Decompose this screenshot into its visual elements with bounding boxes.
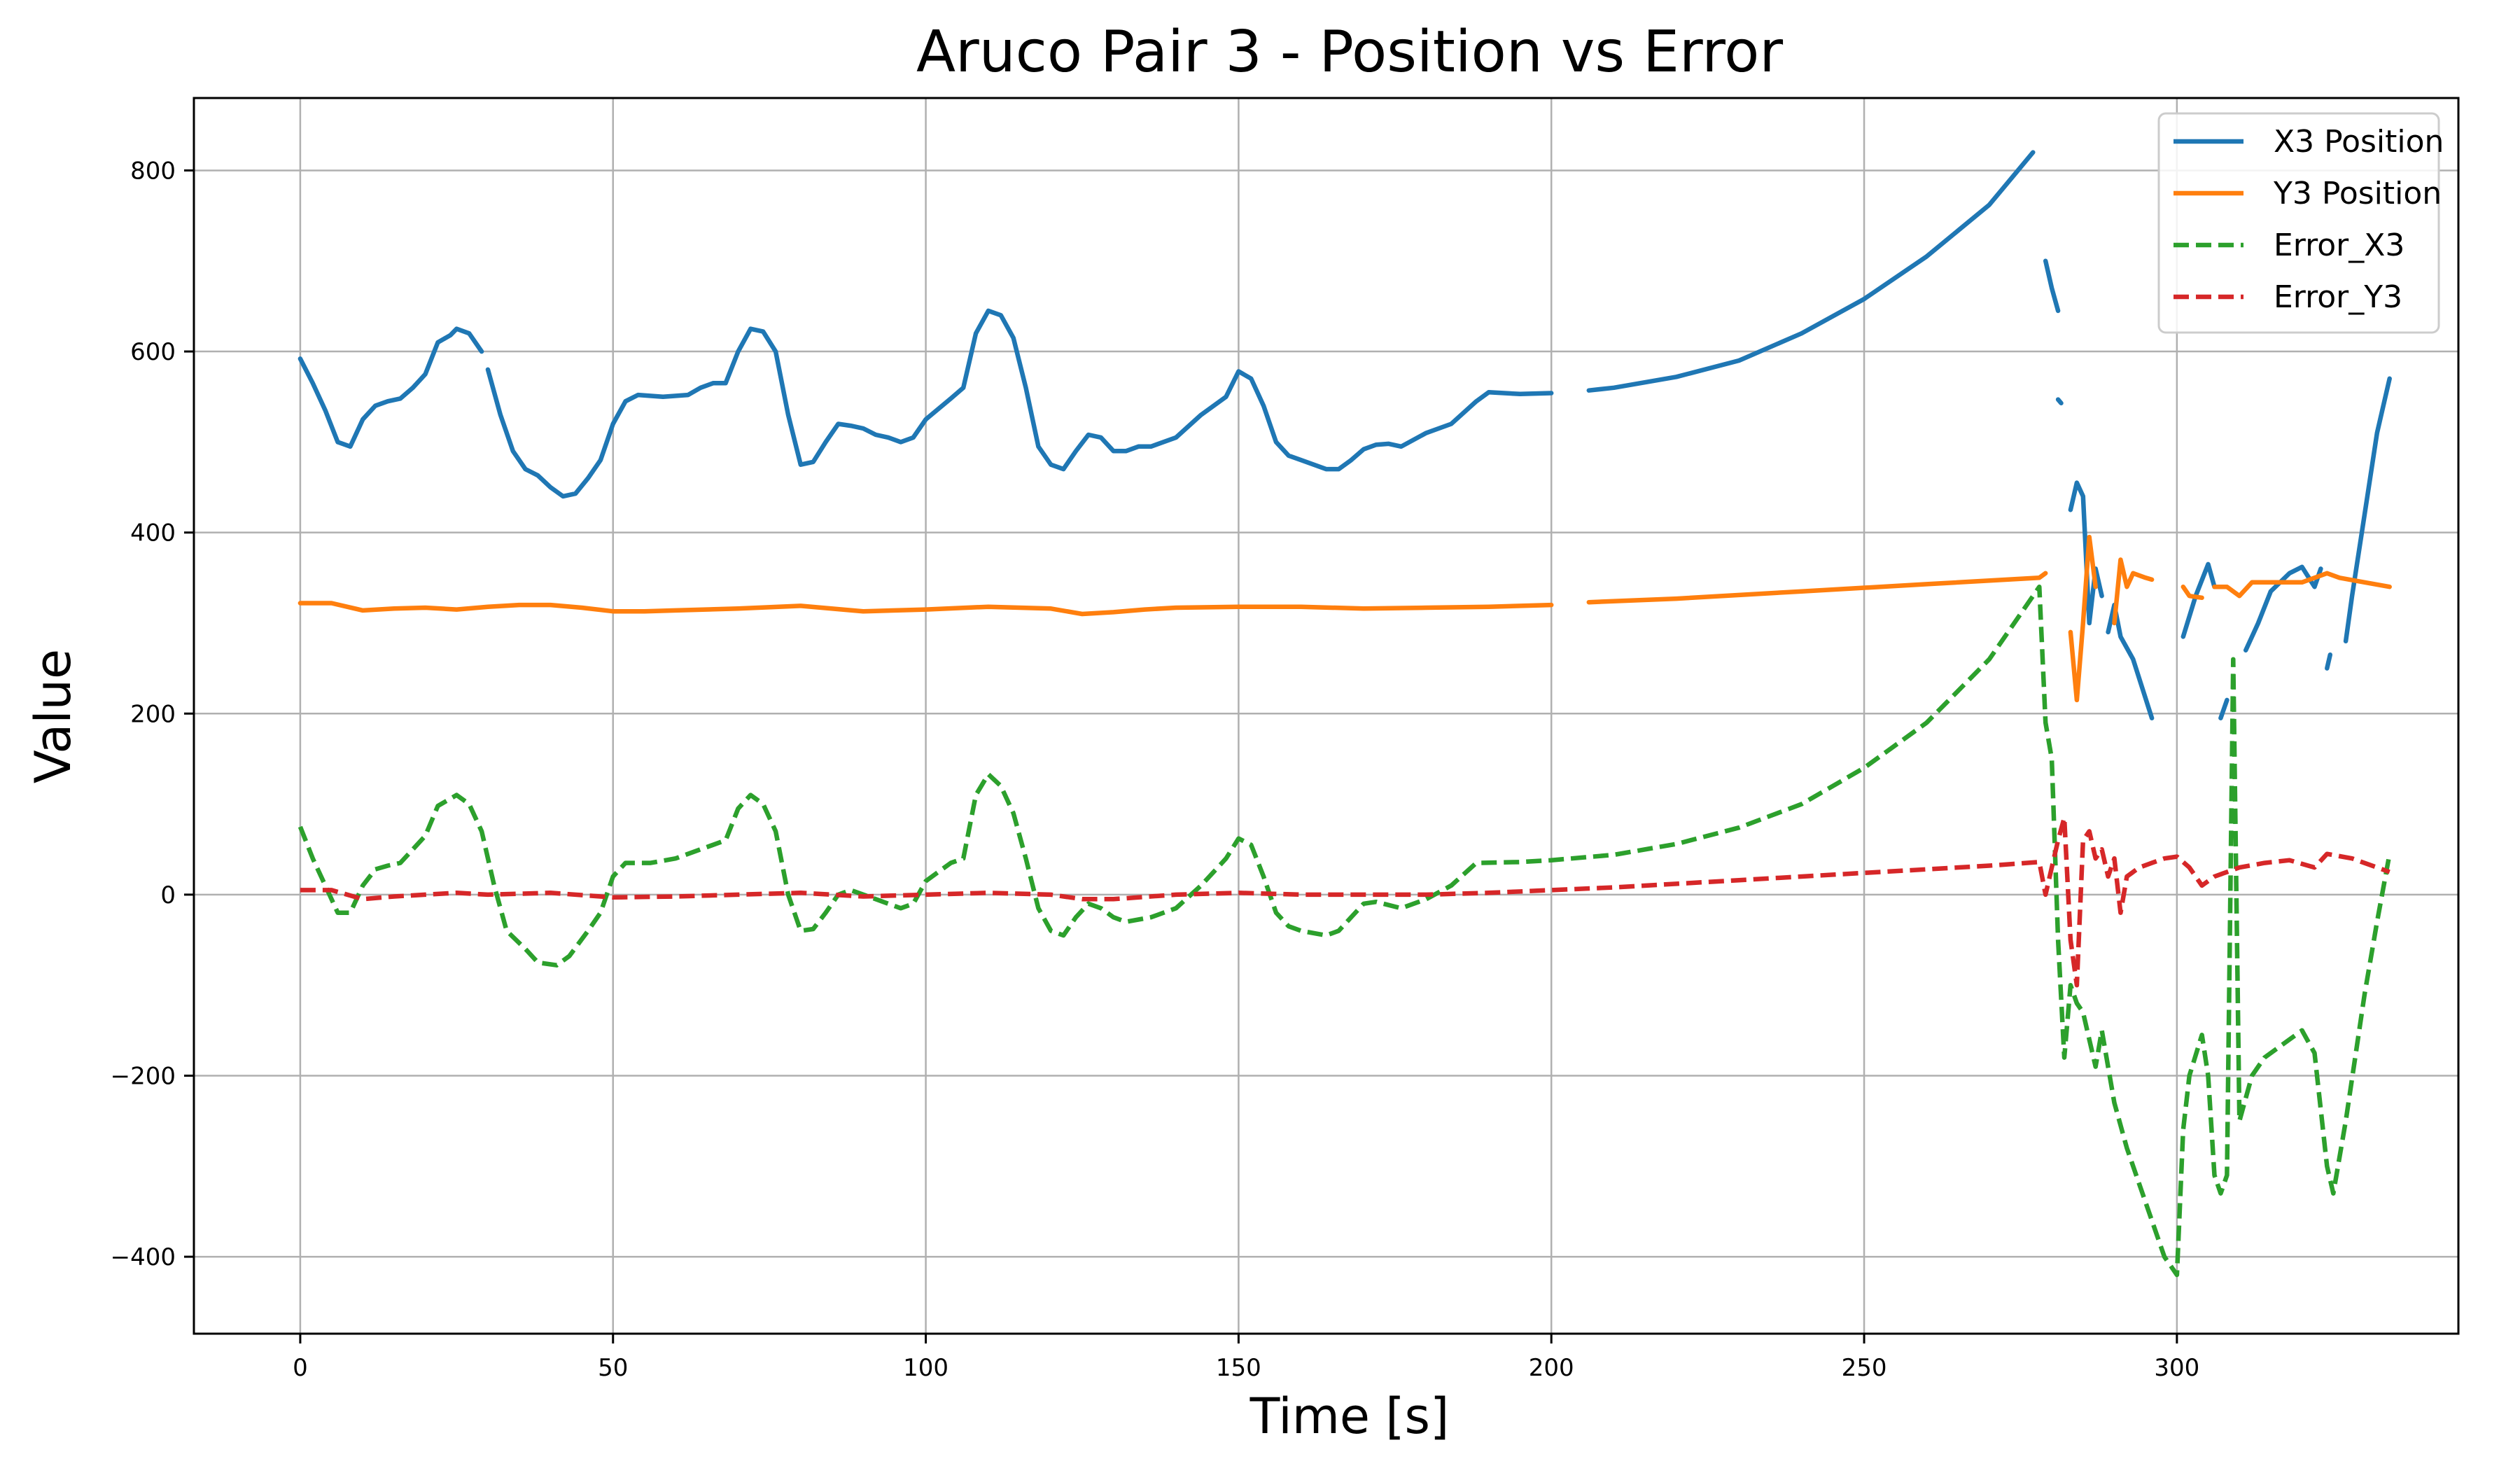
x-axis: 0 50 100 150 200 250 300	[293, 1334, 2199, 1382]
x-tick-label: 50	[598, 1354, 628, 1382]
x-tick-label: 250	[1842, 1354, 1887, 1382]
y-tick-label: −200	[111, 1062, 176, 1090]
series-line-y3-position	[1586, 571, 2048, 605]
series-line-x3-position	[2055, 397, 2064, 406]
chart-title: Aruco Pair 3 - Position vs Error	[916, 19, 1783, 85]
x-tick-label: 200	[1529, 1354, 1574, 1382]
x-tick-label: 100	[903, 1354, 948, 1382]
x-tick-label: 150	[1216, 1354, 1261, 1382]
series-error-x3	[298, 584, 2392, 1278]
series-line-x3-position	[2343, 376, 2392, 644]
y-tick-label: −400	[111, 1243, 176, 1271]
series-line-x3-position	[2218, 697, 2230, 720]
series-line-x3-position	[485, 308, 1554, 499]
legend: X3 Position Y3 Position Error_X3 Error_Y3	[2157, 112, 2444, 334]
y-tick-label: 800	[130, 157, 176, 185]
series-line-x3-position	[2180, 561, 2217, 639]
plot-area-frame	[192, 97, 2460, 1335]
x-tick-label: 0	[293, 1354, 308, 1382]
series-layer	[298, 150, 2392, 1278]
series-line-x3-position	[1586, 150, 2036, 393]
series-line-x3-position	[2106, 602, 2155, 720]
series-line-error-y3	[300, 815, 2390, 988]
series-line-x3-position	[2325, 652, 2333, 671]
series-line-x3-position	[2243, 564, 2323, 653]
y-axis: −400 −200 0 200 400 600 800	[111, 157, 194, 1271]
series-line-x3-position	[2043, 258, 2061, 314]
x-tick-label: 300	[2154, 1354, 2199, 1382]
legend-label: Y3 Position	[2273, 176, 2442, 211]
series-line-y3-position	[2212, 571, 2392, 599]
y-tick-label: 200	[130, 700, 176, 728]
series-x3-position	[298, 150, 2392, 720]
y-tick-label: 600	[130, 338, 176, 366]
legend-label: X3 Position	[2274, 124, 2444, 160]
series-line-x3-position	[298, 326, 484, 449]
legend-label: Error_Y3	[2274, 279, 2402, 315]
legend-label: Error_X3	[2274, 228, 2404, 263]
x-axis-label: Time [s]	[1250, 1388, 1450, 1445]
y-tick-label: 400	[130, 519, 176, 547]
legend-box	[2157, 112, 2440, 334]
series-line-y3-position	[2112, 557, 2155, 626]
y-tick-label: 0	[160, 881, 176, 909]
series-line-y3-position	[2180, 584, 2204, 601]
series-line-y3-position	[2068, 534, 2098, 703]
y-axis-label: Value	[24, 649, 82, 783]
series-line-y3-position	[298, 601, 1554, 617]
series-error-y3	[300, 815, 2390, 988]
series-line-error-x3	[298, 584, 2392, 1278]
series-y3-position	[298, 534, 2392, 703]
